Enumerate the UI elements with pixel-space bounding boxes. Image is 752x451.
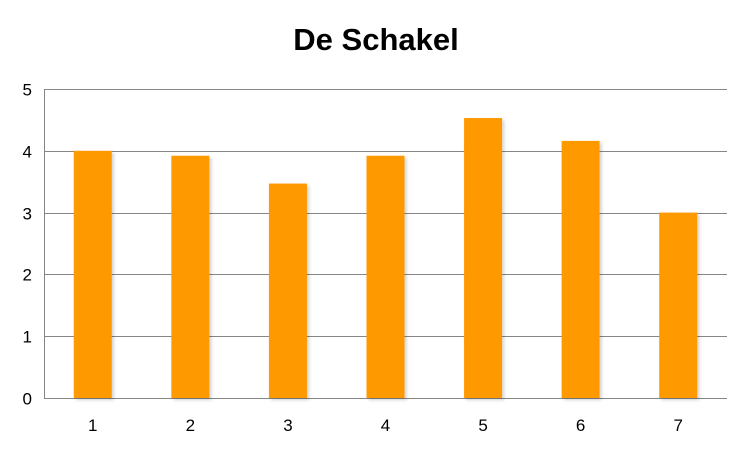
bar (464, 118, 503, 399)
x-tick-label: 4 (381, 416, 390, 435)
bar (171, 155, 210, 398)
y-tick-label: 5 (23, 81, 32, 100)
x-tick-label: 2 (186, 416, 195, 435)
y-tick-label: 0 (23, 390, 32, 409)
y-tick-label: 1 (23, 328, 32, 347)
y-tick-labels: 0 1 2 3 4 5 (23, 81, 32, 409)
bar (366, 155, 405, 398)
x-tick-label: 6 (576, 416, 585, 435)
y-tick-label: 3 (23, 205, 32, 224)
bar (268, 183, 307, 398)
x-tick-label: 7 (673, 416, 682, 435)
x-tick-label: 1 (88, 416, 97, 435)
x-tick-labels: 1 2 3 4 5 6 7 (88, 416, 683, 435)
y-tick-label: 4 (23, 143, 32, 162)
bars (73, 118, 698, 399)
bar (561, 140, 600, 399)
y-tick-label: 2 (23, 266, 32, 285)
bar (73, 150, 112, 398)
x-tick-label: 3 (283, 416, 292, 435)
x-tick-label: 5 (478, 416, 487, 435)
bar (659, 212, 698, 398)
axes (44, 89, 727, 399)
chart-title: De Schakel (293, 22, 459, 57)
